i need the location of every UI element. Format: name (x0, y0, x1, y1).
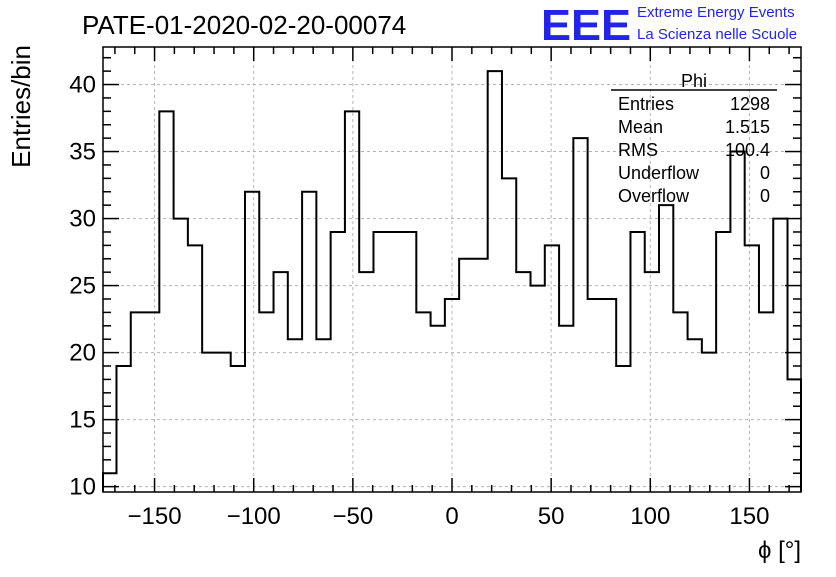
stats-row-value: 1298 (730, 94, 770, 114)
x-tick-label: 100 (630, 503, 670, 530)
x-tick-label: 0 (445, 503, 458, 530)
y-tick-label: 20 (69, 340, 96, 367)
eee-logo: EEE Extreme Energy Events La Scienza nel… (541, 1, 797, 50)
stats-box: Phi Entries 1298 Mean 1.515 RMS 100.4 Underflo… (611, 71, 777, 206)
x-tick-label: 50 (538, 503, 565, 530)
eee-logo-mark: EEE (541, 1, 631, 50)
stats-row-label: RMS (618, 140, 658, 160)
y-tick-label: 25 (69, 273, 96, 300)
y-tick-label: 30 (69, 206, 96, 233)
stats-row-label: Overflow (618, 186, 690, 206)
eee-logo-line2: La Scienza nelle Scuole (637, 26, 797, 43)
stats-row-label: Entries (618, 94, 674, 114)
eee-logo-line1: Extreme Energy Events (637, 4, 795, 21)
stats-box-title: Phi (681, 71, 707, 91)
axis-ticks (103, 47, 801, 492)
y-axis-label: Entries/bin (6, 45, 36, 168)
stats-row-label: Underflow (618, 163, 700, 183)
y-tick-labels: 10 15 20 25 30 35 40 (69, 72, 96, 501)
plot-grid (103, 47, 801, 492)
x-tick-label: −50 (332, 503, 373, 530)
y-tick-label: 40 (69, 72, 96, 99)
stats-rows: Entries 1298 Mean 1.515 RMS 100.4 Underflow 0 Ov… (618, 94, 770, 206)
stats-row-value: 100.4 (725, 140, 770, 160)
y-tick-label: 10 (69, 474, 96, 501)
stats-row-value: 0 (760, 163, 770, 183)
stats-row-value: 1.515 (725, 117, 770, 137)
chart-title: PATE-01-2020-02-20-00074 (82, 10, 406, 40)
x-tick-label: 150 (729, 503, 769, 530)
x-axis-label: ϕ [°] (758, 537, 801, 564)
x-tick-label: −150 (128, 503, 182, 530)
stats-row-value: 0 (760, 186, 770, 206)
x-tick-labels: −150 −100 −50 0 50 100 150 (128, 503, 770, 530)
histogram-line (102, 70, 802, 492)
stats-row-label: Mean (618, 117, 663, 137)
x-tick-label: −100 (227, 503, 281, 530)
y-tick-label: 35 (69, 139, 96, 166)
y-tick-label: 15 (69, 407, 96, 434)
